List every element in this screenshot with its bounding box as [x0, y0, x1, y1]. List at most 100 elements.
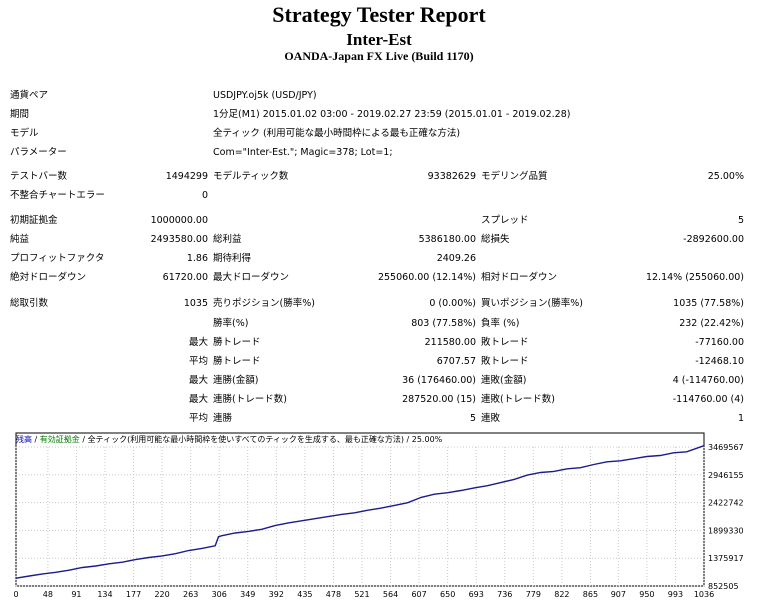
expert-name: Inter-Est — [346, 30, 412, 49]
average-win-value: 6707.57 — [436, 356, 476, 367]
absolute-drawdown-value: 61720.00 — [162, 272, 208, 283]
report-title: Strategy Tester Report — [272, 2, 486, 27]
maximal-drawdown-value: 255060.00 (12.14%) — [377, 272, 476, 283]
largest-label: 最大 — [188, 337, 208, 348]
average-label: 平均 — [188, 356, 208, 367]
ticks-value: 93382629 — [427, 171, 476, 182]
x-tick-label: 693 — [469, 590, 484, 599]
relative-drawdown-label: 相対ドローダウン — [481, 272, 558, 283]
bars-label: テストバー数 — [10, 171, 68, 182]
balance-chart: 3469567 2946155 2422742 1899330 1375917 85250… — [13, 432, 744, 599]
x-tick-label: 177 — [126, 590, 141, 599]
x-tick-label: 993 — [668, 590, 683, 599]
x-tick-label: 0 — [13, 590, 18, 599]
x-tick-label: 392 — [269, 590, 284, 599]
net-profit-label: 純益 — [10, 234, 30, 245]
streak-loss-value: 1 — [737, 413, 744, 424]
x-tick-label: 48 — [43, 590, 53, 599]
y-tick-label: 2422742 — [708, 499, 744, 508]
win-rate-value: 803 (77.58%) — [411, 318, 476, 329]
params-label: パラメーター — [10, 147, 67, 158]
quality-value: 25.00% — [707, 171, 744, 182]
streak-loss-label: 連敗 — [481, 413, 501, 424]
gross-loss-label: 総損失 — [481, 234, 510, 245]
x-tick-label: 865 — [583, 590, 598, 599]
gross-profit-label: 総利益 — [213, 234, 242, 245]
balance-line — [15, 445, 705, 579]
x-tick-label: 822 — [554, 590, 569, 599]
long-positions-label: 買いポジション(勝率%) — [481, 298, 583, 309]
chart-header-sep1: / — [32, 435, 40, 444]
mismatch-label: 不整合チャートエラー — [10, 190, 105, 201]
x-tick-label: 607 — [411, 590, 426, 599]
mismatch-value: 0 — [201, 190, 208, 201]
quality-label: モデリング品質 — [481, 171, 548, 182]
average-loss-label: 敗トレード — [481, 356, 529, 367]
x-tick-label: 134 — [97, 590, 112, 599]
x-tick-label: 478 — [326, 590, 341, 599]
x-tick-label: 564 — [383, 590, 398, 599]
profit-factor-value: 1.86 — [186, 253, 208, 264]
chart-header-balance: 残高 — [16, 435, 32, 444]
x-tick-label: 263 — [183, 590, 198, 599]
expected-payoff-label: 期待利得 — [213, 253, 252, 264]
relative-drawdown-value: 12.14% (255060.00) — [645, 272, 744, 283]
cons-losses-amount-value: 4 (-114760.00) — [672, 375, 744, 386]
streak-win-value: 5 — [469, 413, 476, 424]
cons-losses-trades-value: -114760.00 (4) — [672, 394, 744, 405]
x-tick-label: 435 — [297, 590, 312, 599]
pair-value: USDJPY.oj5k (USD/JPY) — [213, 90, 317, 101]
spread-value: 5 — [737, 215, 744, 226]
x-tick-label: 736 — [497, 590, 512, 599]
largest-win-value: 211580.00 — [424, 337, 476, 348]
spread-label: スプレッド — [481, 215, 529, 226]
cons-losses-amount-label: 連敗(金額) — [481, 375, 527, 386]
x-tick-label: 349 — [240, 590, 255, 599]
streak-win-label: 連勝 — [213, 413, 233, 424]
params-value: Com="Inter-Est."; Magic=378; Lot=1; — [213, 147, 393, 158]
model-label: モデル — [10, 128, 39, 139]
gross-loss-value: -2892600.00 — [683, 234, 744, 245]
y-tick-label: 2946155 — [708, 471, 744, 480]
loss-rate-label: 負率 (%) — [481, 318, 520, 329]
gross-profit-value: 5386180.00 — [418, 234, 476, 245]
x-tick-label: 521 — [354, 590, 369, 599]
average-streak-label: 平均 — [188, 413, 208, 424]
short-positions-value: 0 (0.00%) — [429, 298, 476, 309]
cons-wins-trades-value: 287520.00 (15) — [402, 394, 476, 405]
profit-factor-label: プロフィットファクタ — [10, 253, 105, 264]
x-tick-label: 779 — [526, 590, 541, 599]
y-tick-label: 1899330 — [708, 526, 744, 535]
average-loss-value: -12468.10 — [695, 356, 744, 367]
x-tick-label: 220 — [154, 590, 169, 599]
x-tick-label: 1036 — [694, 590, 714, 599]
period-value: 1分足(M1) 2015.01.02 03:00 - 2019.02.27 23… — [213, 109, 571, 120]
cons-wins-amount-label: 連勝(金額) — [213, 375, 259, 386]
deposit-label: 初期証拠金 — [10, 215, 58, 226]
cons-wins-amount-value: 36 (176460.00) — [402, 375, 476, 386]
largest-win-label: 勝トレード — [213, 337, 261, 348]
y-tick-label: 1375917 — [708, 554, 744, 563]
chart-header-sep2: / — [79, 435, 88, 444]
long-positions-value: 1035 (77.58%) — [673, 298, 744, 309]
cons-wins-trades-label: 連勝(トレード数) — [213, 394, 287, 405]
bars-value: 1494299 — [165, 171, 208, 182]
y-tick-label: 852505 — [708, 582, 739, 591]
largest-loss-value: -77160.00 — [695, 337, 744, 348]
period-label: 期間 — [10, 109, 30, 120]
maximum-label: 最大 — [188, 375, 208, 386]
chart-header-quality: / 25.00% — [403, 435, 443, 444]
ticks-label: モデルティック数 — [213, 171, 289, 182]
chart-header: 残高 / 有効証拠金 / 全ティック(利用可能な最小時間枠を使いすべてのティック… — [16, 434, 442, 445]
average-win-label: 勝トレード — [213, 356, 261, 367]
pair-label: 通貨ペア — [10, 90, 49, 101]
largest-loss-label: 敗トレード — [481, 337, 529, 348]
chart-header-equity: 有効証拠金 — [39, 435, 80, 444]
total-trades-value: 1035 — [183, 298, 208, 309]
y-tick-label: 3469567 — [708, 443, 744, 452]
x-tick-label: 91 — [71, 590, 81, 599]
win-rate-label: 勝率(%) — [213, 318, 249, 329]
total-trades-label: 総取引数 — [10, 298, 49, 309]
net-profit-value: 2493580.00 — [150, 234, 208, 245]
chart-header-model: 全ティック(利用可能な最小時間枠を使いすべてのティックを生成する、最も正確な方法… — [87, 435, 404, 444]
